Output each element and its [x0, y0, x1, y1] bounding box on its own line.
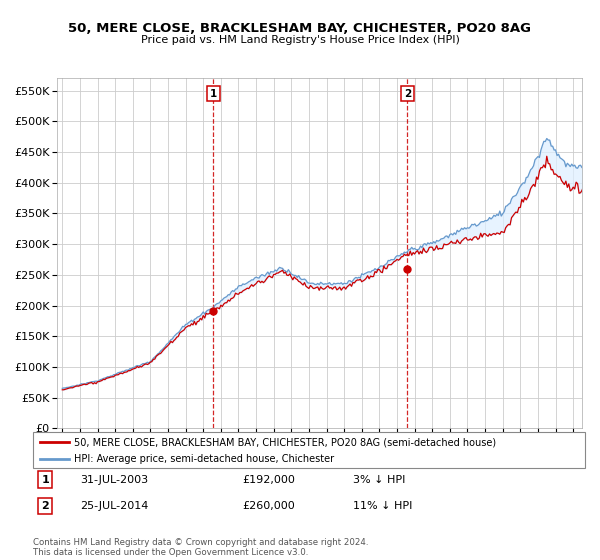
Text: 25-JUL-2014: 25-JUL-2014: [80, 501, 148, 511]
Text: 1: 1: [41, 474, 49, 484]
FancyBboxPatch shape: [33, 432, 585, 468]
Text: Price paid vs. HM Land Registry's House Price Index (HPI): Price paid vs. HM Land Registry's House …: [140, 35, 460, 45]
Text: 11% ↓ HPI: 11% ↓ HPI: [353, 501, 413, 511]
Text: Contains HM Land Registry data © Crown copyright and database right 2024.
This d: Contains HM Land Registry data © Crown c…: [33, 538, 368, 557]
Text: 3% ↓ HPI: 3% ↓ HPI: [353, 474, 406, 484]
Text: 2: 2: [41, 501, 49, 511]
Text: 50, MERE CLOSE, BRACKLESHAM BAY, CHICHESTER, PO20 8AG (semi-detached house): 50, MERE CLOSE, BRACKLESHAM BAY, CHICHES…: [74, 437, 497, 447]
Text: 31-JUL-2003: 31-JUL-2003: [80, 474, 148, 484]
Text: 50, MERE CLOSE, BRACKLESHAM BAY, CHICHESTER, PO20 8AG: 50, MERE CLOSE, BRACKLESHAM BAY, CHICHES…: [68, 22, 532, 35]
Text: HPI: Average price, semi-detached house, Chichester: HPI: Average price, semi-detached house,…: [74, 454, 335, 464]
Text: £260,000: £260,000: [243, 501, 296, 511]
Text: 2: 2: [404, 88, 411, 99]
Text: 1: 1: [210, 88, 217, 99]
Text: £192,000: £192,000: [243, 474, 296, 484]
